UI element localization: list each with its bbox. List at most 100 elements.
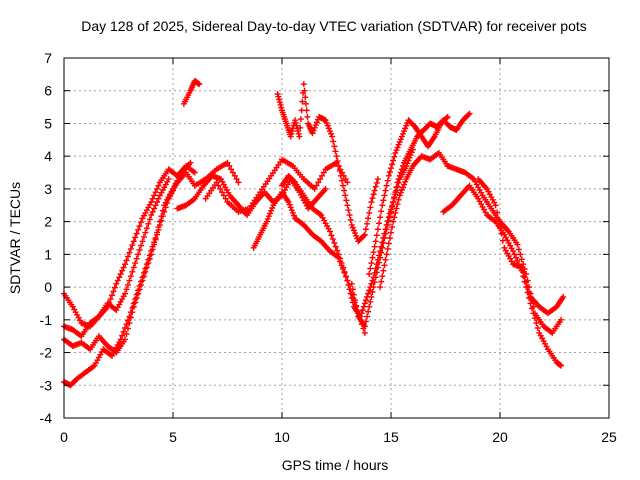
- data-point: [531, 315, 538, 322]
- data-point: [530, 310, 537, 317]
- data-point: [155, 182, 162, 189]
- data-point: [318, 172, 325, 179]
- data-series: [440, 182, 565, 369]
- data-point: [372, 238, 379, 245]
- data-point: [325, 125, 332, 132]
- data-point: [366, 271, 373, 277]
- data-point: [497, 223, 503, 230]
- data-point: [511, 251, 518, 258]
- data-point: [499, 237, 506, 244]
- data-point: [231, 172, 238, 179]
- axes: 0 5 10 15 20 25 -4 -3 -2 -1 0 1 2 3 4 5 6 7: [40, 50, 617, 445]
- data-point: [341, 268, 348, 275]
- data-point: [222, 195, 229, 202]
- data-point: [384, 177, 391, 184]
- data-point: [322, 117, 329, 124]
- data-point: [398, 166, 405, 173]
- data-point: [127, 273, 134, 280]
- data-point: [390, 218, 397, 225]
- data-point: [384, 221, 391, 228]
- data-point: [514, 241, 521, 248]
- data-point: [295, 130, 302, 137]
- data-point: [148, 212, 155, 219]
- data-point: [302, 100, 309, 107]
- data-series: [475, 176, 567, 317]
- data-point: [534, 325, 541, 331]
- data-point: [117, 271, 124, 277]
- data-point: [386, 169, 393, 175]
- data-point: [523, 279, 530, 286]
- data-point: [139, 238, 146, 245]
- data-point: [148, 248, 155, 255]
- x-tick-label: 20: [492, 429, 508, 445]
- data-point: [142, 265, 149, 272]
- data-point: [127, 245, 134, 252]
- x-tick-label: 5: [169, 429, 177, 445]
- data-point: [350, 227, 357, 234]
- data-point: [361, 231, 368, 238]
- data-point: [145, 220, 152, 227]
- data-point: [367, 265, 374, 272]
- data-point: [373, 179, 380, 186]
- data-point: [443, 115, 450, 121]
- data-point: [367, 204, 374, 211]
- data-series: [250, 189, 368, 336]
- data-point: [130, 300, 137, 307]
- data-point: [219, 189, 226, 196]
- data-point: [114, 277, 121, 284]
- data-point: [263, 218, 270, 225]
- data-point: [344, 277, 351, 284]
- data-point: [155, 195, 162, 202]
- y-tick-label: 3: [44, 181, 52, 197]
- data-point: [369, 289, 376, 295]
- data-point: [369, 195, 376, 202]
- data-point: [299, 98, 306, 105]
- data-point: [518, 264, 525, 271]
- data-point: [233, 176, 240, 183]
- data-point: [518, 256, 525, 263]
- data-point: [289, 209, 296, 216]
- data-point: [217, 185, 224, 192]
- data-point: [381, 192, 388, 199]
- data-point: [393, 147, 400, 154]
- y-tick-label: 4: [44, 148, 52, 164]
- data-point: [362, 318, 369, 325]
- data-point: [276, 99, 283, 106]
- data-point: [122, 325, 129, 331]
- data-series: [366, 113, 451, 277]
- data-point: [335, 251, 342, 258]
- data-point: [396, 172, 403, 179]
- data-point: [362, 226, 369, 233]
- data-point: [297, 116, 304, 123]
- data-point: [133, 255, 140, 262]
- data-point: [136, 283, 143, 289]
- data-point: [388, 229, 394, 236]
- data-point: [335, 163, 342, 169]
- data-point: [323, 119, 330, 126]
- data-point: [264, 215, 271, 222]
- data-point: [155, 224, 162, 231]
- data-point: [353, 302, 360, 309]
- data-point: [364, 220, 371, 227]
- data-point: [394, 179, 401, 186]
- data-point: [337, 172, 344, 179]
- data-point: [269, 205, 276, 211]
- data-point: [340, 182, 347, 189]
- data-point: [196, 81, 203, 88]
- data-point: [149, 243, 156, 250]
- data-point: [392, 189, 399, 196]
- data-point: [392, 209, 399, 216]
- data-point: [385, 240, 392, 247]
- data-point: [380, 267, 387, 274]
- data-point: [334, 158, 341, 165]
- data-point: [558, 362, 565, 369]
- data-point: [386, 235, 393, 241]
- data-point: [381, 235, 388, 241]
- data-point: [396, 192, 403, 199]
- data-point: [301, 87, 308, 94]
- data-point: [359, 307, 366, 313]
- data-point: [139, 274, 146, 281]
- data-point: [385, 217, 392, 224]
- data-series: [202, 156, 351, 215]
